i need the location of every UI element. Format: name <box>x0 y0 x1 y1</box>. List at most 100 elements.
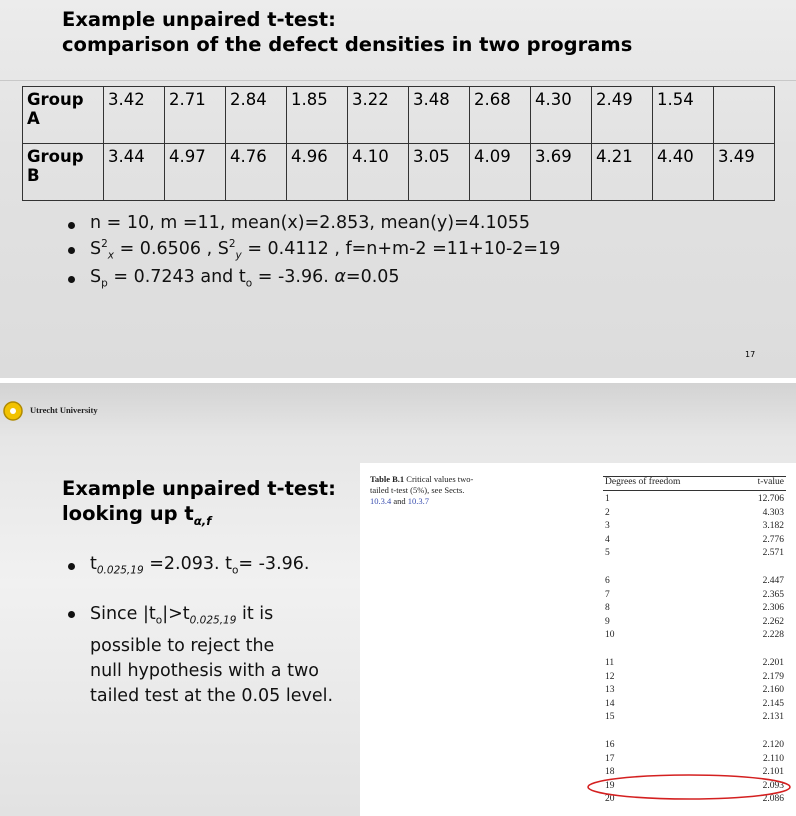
df-cell: 9 <box>605 616 610 627</box>
t-value-cell: 2.120 <box>762 740 784 750</box>
t-value-cell: 3.182 <box>762 521 784 531</box>
logo-text: Utrecht University <box>30 405 98 415</box>
subscript: x <box>107 249 115 262</box>
table-cell: 2.71 <box>164 86 226 144</box>
table-rule <box>603 490 786 491</box>
caption-text: Critical values two-tailed t-test (5%), … <box>370 474 474 495</box>
table-cell: 3.05 <box>408 143 470 201</box>
bullet: Since |to|>t0.025,19 it is possible to r… <box>67 602 334 709</box>
table-cell: 4.30 <box>530 86 592 144</box>
df-cell: 8 <box>605 603 610 613</box>
text: = 0.6506 , S <box>114 238 229 259</box>
df-cell: 3 <box>605 521 610 531</box>
slide-title: Example unpaired t-test: looking up tα,f <box>62 476 336 534</box>
table-cell: 3.48 <box>408 86 470 144</box>
table-cell: 4.97 <box>164 143 226 201</box>
table-image <box>360 463 796 816</box>
slide-1: Example unpaired t-test: comparison of t… <box>0 0 796 378</box>
df-cell: 11 <box>605 658 615 668</box>
reference: 10.3.4 <box>370 496 392 506</box>
text: Since |t <box>90 604 156 624</box>
bullet: n = 10, m =11, mean(x)=2.853, mean(y)=4.… <box>67 213 530 233</box>
df-cell: 14 <box>605 698 615 709</box>
t-value-cell: 2.201 <box>762 658 784 668</box>
table-cell: 4.10 <box>347 143 409 201</box>
table-cell <box>713 86 775 144</box>
t-value-cell: 2.262 <box>762 616 784 627</box>
subscript: 0.025,19 <box>189 614 237 627</box>
text: |>t <box>162 604 190 624</box>
text: t <box>90 554 97 574</box>
t-value-cell: 2.101 <box>762 767 784 777</box>
table-cell: 3.44 <box>103 143 165 201</box>
t-value-cell: 2.086 <box>762 794 784 804</box>
t-value-cell: 4.303 <box>762 507 784 518</box>
bullet-line: possible to reject the <box>90 635 275 656</box>
df-cell: 20 <box>605 794 615 804</box>
slide-title: Example unpaired t-test: comparison of t… <box>62 7 632 57</box>
text: = -3.96. <box>252 267 335 287</box>
t-value-cell: 2.131 <box>762 712 784 722</box>
page-number: 17 <box>745 350 756 359</box>
symbol: α <box>334 267 346 287</box>
text: it is <box>236 604 274 624</box>
table-cell: 1.54 <box>652 86 714 144</box>
df-cell: 6 <box>605 576 610 586</box>
table-cell: 1.85 <box>286 86 348 144</box>
bullet-line: tailed test at the 0.05 level. <box>90 685 334 706</box>
table-cell: 3.49 <box>713 143 775 201</box>
df-cell: 13 <box>605 685 615 695</box>
caption-label: Table B.1 <box>370 474 405 484</box>
row-label: Group B <box>22 143 104 201</box>
df-cell: 10 <box>605 630 615 640</box>
table-row: Group A 3.42 2.71 2.84 1.85 3.22 3.48 2.68 4.30 2… <box>22 86 775 144</box>
bullet: Sp = 0.7243 and to = -3.96. α=0.05 <box>68 267 400 290</box>
table-cell: 4.96 <box>286 143 348 201</box>
t-value-cell: 2.306 <box>762 603 784 613</box>
df-cell: 16 <box>605 740 615 750</box>
logo-icon <box>3 401 23 421</box>
reference: 10.3.7 <box>407 496 430 506</box>
column-header: Degrees of freedom <box>605 477 681 487</box>
table-cell: 4.09 <box>469 143 531 201</box>
df-cell: 17 <box>605 753 615 764</box>
t-value-cell: 12.706 <box>757 494 784 504</box>
table-cell: 2.84 <box>225 86 287 144</box>
slide-gap <box>0 378 796 383</box>
text: =0.05 <box>345 267 400 287</box>
bullet: S2x = 0.6506 , S2y = 0.4112 , f=n+m-2 =1… <box>67 238 560 262</box>
t-value-cell: 2.110 <box>762 753 784 764</box>
t-value-cell: 2.160 <box>762 685 784 695</box>
bullet-line: Since |to|>t0.025,19 it is <box>90 602 333 634</box>
df-cell: 1 <box>605 494 610 504</box>
column-header: t-value <box>757 477 784 487</box>
df-cell: 2 <box>605 507 610 518</box>
t-value-cell: 2.228 <box>762 630 784 640</box>
subscript: y <box>235 249 242 262</box>
table-cell: 3.69 <box>530 143 592 201</box>
table-cell: 3.42 <box>103 86 165 144</box>
text: = -3.96. <box>238 554 310 574</box>
superscript: 2 <box>228 238 236 250</box>
text: =2.093. t <box>143 554 232 574</box>
subscript: α,f <box>193 513 212 528</box>
t-value-cell: 2.365 <box>762 589 784 600</box>
row-label: Group A <box>22 86 104 144</box>
table-rule <box>603 476 786 477</box>
df-cell: 12 <box>605 671 615 682</box>
table-cell: 4.21 <box>591 143 653 201</box>
title-line: comparison of the defect densities in tw… <box>62 33 633 56</box>
divider <box>0 80 796 81</box>
data-table: Group A 3.42 2.71 2.84 1.85 3.22 3.48 2.68 4.30 2… <box>22 86 775 201</box>
df-cell: 15 <box>605 712 615 722</box>
df-cell: 19 <box>605 780 615 791</box>
t-value-cell: 2.179 <box>762 671 784 682</box>
subscript: o <box>231 564 239 577</box>
df-cell: 7 <box>605 589 610 600</box>
table-cell: 4.76 <box>225 143 287 201</box>
table-caption: Table B.1 Critical values two-tailed t-t… <box>370 474 485 507</box>
t-value-cell: 2.571 <box>762 548 784 558</box>
text: S <box>90 238 102 259</box>
subscript: o <box>155 614 163 627</box>
